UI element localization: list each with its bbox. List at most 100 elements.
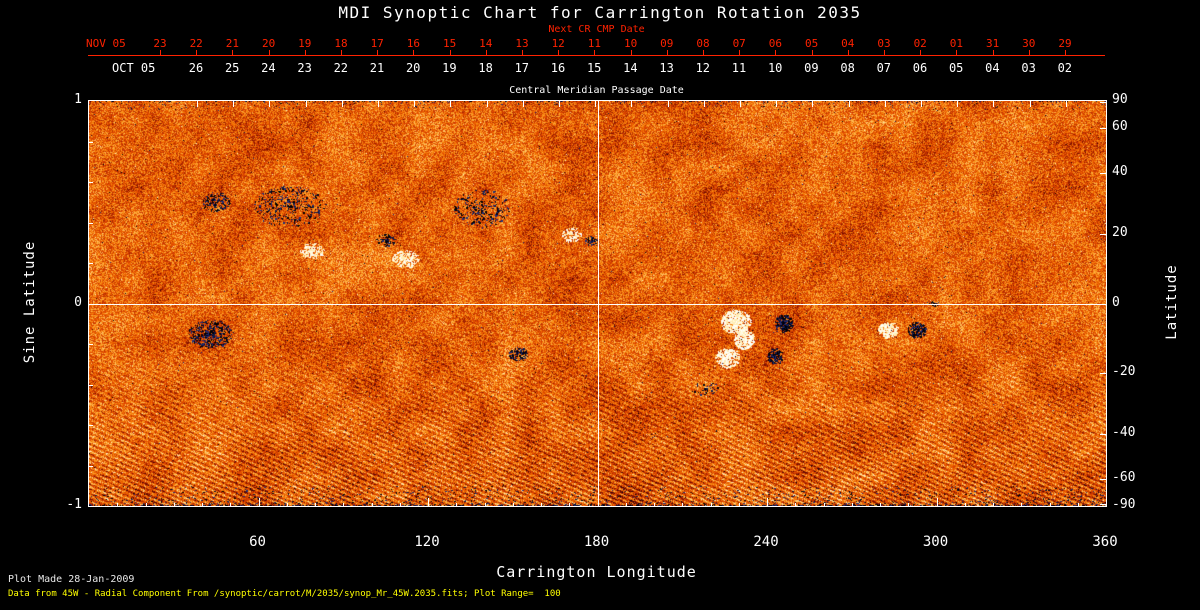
- next-cr-axis-tick: [703, 50, 704, 56]
- plot-top-tick: [522, 101, 524, 107]
- plot-left-tick: [89, 384, 93, 386]
- right-tick-label: -90: [1112, 497, 1136, 512]
- next-cr-axis-tick: [522, 50, 523, 56]
- left-tick-label: -1: [66, 497, 82, 512]
- plot-right-tick: [1100, 433, 1106, 435]
- plot-top-tick: [233, 101, 235, 107]
- bottom-tick-label: 60: [249, 534, 266, 550]
- next-cr-axis-tick: [160, 50, 161, 56]
- next-cr-day-label: 15: [442, 37, 457, 50]
- plot-top-tick: [921, 101, 922, 107]
- plot-right-tick: [1100, 173, 1106, 175]
- right-tick-label: -40: [1112, 424, 1136, 440]
- next-cr-axis-tick: [196, 50, 198, 56]
- plot-top-tick: [740, 101, 741, 107]
- cmp-day-label: 16: [550, 61, 566, 75]
- plot-top-tick: [993, 101, 995, 107]
- next-cr-axis-tick: [775, 50, 777, 56]
- right-tick-label: -60: [1112, 469, 1136, 485]
- plot-top-tick: [559, 101, 560, 107]
- bottom-axis-label: Carrington Longitude: [496, 563, 697, 581]
- plot-bottom-tick: [399, 503, 401, 506]
- left-axis-label: Sine Latitude: [22, 240, 38, 364]
- plot-right-tick: [1100, 504, 1106, 505]
- next-cr-day-label: 23: [153, 37, 167, 50]
- next-cr-day-label: 30: [1022, 37, 1036, 50]
- plot-bottom-tick: [1077, 503, 1079, 506]
- plot-top-tick: [631, 101, 633, 107]
- right-tick-label: 20: [1112, 225, 1128, 241]
- next-cr-day-label: 06: [768, 37, 783, 50]
- next-cr-axis-tick: [1028, 50, 1030, 56]
- bottom-tick-label: 360: [1092, 534, 1118, 550]
- plot-top-tick: [848, 101, 850, 107]
- plot-top-tick: [667, 101, 669, 107]
- next-cr-subtitle: Next CR CMP Date: [548, 24, 645, 35]
- plot-bottom-tick: [428, 498, 429, 506]
- plot-left-tick: [89, 141, 93, 143]
- right-tick-label: 90: [1112, 92, 1128, 107]
- next-cr-day-label: 11: [587, 37, 602, 50]
- cmp-day-label: 13: [659, 61, 674, 75]
- next-cr-day-label: 17: [370, 37, 384, 50]
- next-cr-day-label: 02: [913, 37, 927, 50]
- plot-right-tick: [1100, 128, 1106, 130]
- bottom-tick-label: 180: [583, 534, 610, 550]
- plot-top-tick: [957, 101, 959, 107]
- chart-title: MDI Synoptic Chart for Carrington Rotati…: [338, 3, 862, 22]
- cmp-day-label: 11: [731, 61, 747, 75]
- bottom-tick-label: 300: [922, 534, 949, 550]
- bottom-tick-label: 240: [753, 534, 779, 550]
- next-cr-day-label: 29: [1058, 37, 1072, 50]
- next-cr-axis-tick: [341, 50, 342, 56]
- plot-bottom-tick: [625, 503, 627, 506]
- cmp-day-label: 06: [912, 61, 928, 75]
- cmp-day-label: 24: [261, 61, 276, 75]
- next-cr-axis-tick: [485, 50, 487, 56]
- plot-bottom-tick: [286, 503, 288, 506]
- plot-bottom-tick: [851, 503, 853, 506]
- plot-right-tick: [1100, 478, 1106, 480]
- next-cr-day-label: 08: [696, 37, 710, 50]
- plot-bottom-tick: [710, 503, 712, 506]
- plot-bottom-tick: [964, 503, 966, 506]
- next-cr-day-label: 18: [334, 37, 348, 50]
- plot-bottom-tick: [541, 503, 542, 506]
- next-cr-axis-tick: [739, 50, 741, 56]
- plot-top-tick: [703, 101, 705, 107]
- plot-bottom-tick: [908, 503, 910, 506]
- plot-bottom-tick: [258, 498, 260, 506]
- next-cr-axis-tick: [558, 50, 560, 56]
- right-tick-label: 0: [1112, 294, 1120, 310]
- next-cr-day-label: 09: [660, 37, 674, 50]
- plot-right-tick: [1100, 234, 1106, 236]
- crosshair-horizontal-line: [89, 303, 1106, 305]
- next-cr-day-label: 19: [298, 37, 312, 50]
- next-cr-axis-tick: [811, 50, 813, 56]
- right-axis-label: Latitude: [1164, 264, 1180, 340]
- next-cr-axis-tick: [666, 50, 668, 56]
- next-cr-day-label: 01: [949, 37, 964, 50]
- plot-bottom-tick: [173, 503, 175, 506]
- cmp-day-label: 04: [985, 61, 1000, 75]
- next-cr-day-label: 22: [189, 37, 203, 50]
- right-tick-label: 60: [1112, 119, 1128, 135]
- plot-bottom-tick: [993, 503, 994, 506]
- plot-top-tick: [486, 101, 488, 107]
- plot-top-tick: [1029, 101, 1031, 107]
- cmp-month-label: OCT 05: [112, 61, 156, 75]
- left-tick-label: 0: [74, 294, 82, 310]
- plot-top-tick: [450, 101, 452, 107]
- next-cr-axis-tick: [304, 50, 306, 56]
- cmp-day-label: 21: [369, 61, 385, 75]
- plot-bottom-tick: [315, 503, 316, 506]
- plot-bottom-tick: [654, 503, 655, 506]
- plot-top-tick: [884, 101, 886, 107]
- plot-left-tick: [89, 263, 93, 264]
- plot-made-text: Plot Made 28-Jan-2009: [8, 574, 135, 585]
- plot-left-tick: [89, 465, 93, 467]
- cmp-day-label: 26: [188, 61, 204, 75]
- plot-bottom-tick: [682, 503, 684, 506]
- bottom-tick-label: 120: [414, 534, 440, 550]
- next-cr-day-label: 05: [804, 37, 819, 50]
